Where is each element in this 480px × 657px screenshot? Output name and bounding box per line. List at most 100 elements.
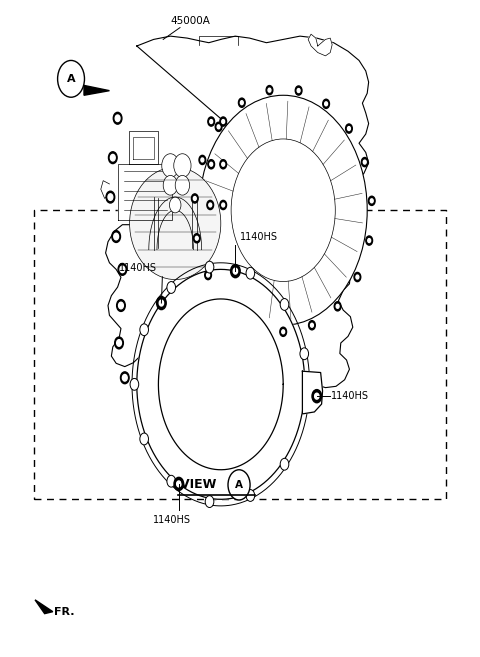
- Circle shape: [315, 393, 319, 399]
- Circle shape: [324, 102, 327, 106]
- Circle shape: [356, 275, 359, 279]
- Circle shape: [174, 154, 191, 177]
- Circle shape: [231, 139, 335, 281]
- Polygon shape: [118, 164, 172, 220]
- Circle shape: [240, 101, 243, 104]
- Circle shape: [114, 233, 119, 240]
- Circle shape: [210, 162, 213, 166]
- Circle shape: [309, 321, 315, 330]
- Circle shape: [205, 261, 214, 273]
- Circle shape: [162, 154, 179, 177]
- Circle shape: [106, 191, 115, 203]
- Text: A: A: [67, 74, 75, 84]
- Text: 1140HS: 1140HS: [331, 391, 369, 401]
- Circle shape: [239, 98, 245, 107]
- Circle shape: [193, 196, 196, 200]
- Circle shape: [233, 268, 238, 274]
- Circle shape: [115, 337, 123, 349]
- Text: A: A: [235, 480, 243, 490]
- Circle shape: [224, 300, 231, 309]
- Circle shape: [199, 155, 206, 164]
- Circle shape: [208, 117, 215, 126]
- Circle shape: [199, 95, 367, 325]
- Text: 45000A: 45000A: [170, 16, 210, 26]
- Circle shape: [226, 303, 229, 307]
- Circle shape: [368, 196, 375, 206]
- Circle shape: [175, 175, 190, 195]
- Circle shape: [174, 478, 184, 491]
- Circle shape: [58, 60, 84, 97]
- Polygon shape: [129, 131, 158, 164]
- Circle shape: [363, 160, 366, 164]
- Circle shape: [140, 433, 148, 445]
- Polygon shape: [106, 36, 369, 396]
- Circle shape: [215, 122, 222, 131]
- Circle shape: [209, 203, 212, 207]
- Circle shape: [122, 374, 127, 381]
- Circle shape: [108, 194, 113, 200]
- Circle shape: [368, 238, 371, 242]
- Circle shape: [228, 470, 250, 500]
- Circle shape: [220, 200, 227, 210]
- Circle shape: [193, 234, 200, 243]
- Circle shape: [169, 197, 181, 213]
- Circle shape: [167, 475, 176, 487]
- Circle shape: [348, 127, 350, 131]
- Circle shape: [282, 330, 285, 334]
- Circle shape: [206, 273, 209, 277]
- Text: 1140HS: 1140HS: [119, 263, 156, 273]
- Circle shape: [346, 124, 352, 133]
- Circle shape: [246, 489, 255, 501]
- Polygon shape: [137, 269, 305, 499]
- Circle shape: [280, 459, 289, 470]
- Circle shape: [117, 300, 125, 311]
- Circle shape: [205, 495, 214, 507]
- Circle shape: [115, 115, 120, 122]
- Circle shape: [120, 372, 129, 384]
- Circle shape: [108, 152, 117, 164]
- Circle shape: [192, 194, 198, 203]
- Circle shape: [334, 302, 341, 311]
- Circle shape: [280, 327, 287, 336]
- Text: 1140HS: 1140HS: [240, 231, 278, 242]
- Circle shape: [195, 237, 198, 240]
- Circle shape: [366, 236, 372, 245]
- Circle shape: [354, 273, 361, 282]
- Circle shape: [117, 340, 121, 346]
- Circle shape: [159, 300, 164, 306]
- Circle shape: [297, 89, 300, 93]
- Circle shape: [208, 160, 215, 169]
- Circle shape: [217, 125, 220, 129]
- Circle shape: [204, 271, 211, 280]
- Circle shape: [295, 86, 302, 95]
- Polygon shape: [101, 181, 109, 198]
- Circle shape: [201, 158, 204, 162]
- Polygon shape: [302, 371, 323, 414]
- Polygon shape: [308, 34, 332, 56]
- Circle shape: [220, 117, 227, 126]
- Circle shape: [140, 324, 148, 336]
- Ellipse shape: [130, 168, 221, 280]
- Circle shape: [222, 203, 225, 207]
- Circle shape: [246, 267, 255, 279]
- Circle shape: [119, 302, 123, 309]
- Circle shape: [222, 120, 225, 124]
- Circle shape: [230, 265, 240, 278]
- Circle shape: [118, 263, 127, 275]
- Circle shape: [112, 231, 120, 242]
- Circle shape: [268, 88, 271, 92]
- Text: FR.: FR.: [54, 607, 75, 618]
- Circle shape: [177, 481, 181, 487]
- Polygon shape: [84, 85, 109, 95]
- Circle shape: [207, 200, 214, 210]
- Circle shape: [113, 112, 122, 124]
- Circle shape: [156, 296, 166, 309]
- Polygon shape: [35, 600, 53, 614]
- Circle shape: [222, 162, 225, 166]
- Circle shape: [266, 85, 273, 95]
- Circle shape: [120, 266, 125, 273]
- Text: 1140HS: 1140HS: [153, 515, 191, 525]
- Circle shape: [311, 323, 313, 327]
- Circle shape: [130, 378, 139, 390]
- Circle shape: [210, 120, 213, 124]
